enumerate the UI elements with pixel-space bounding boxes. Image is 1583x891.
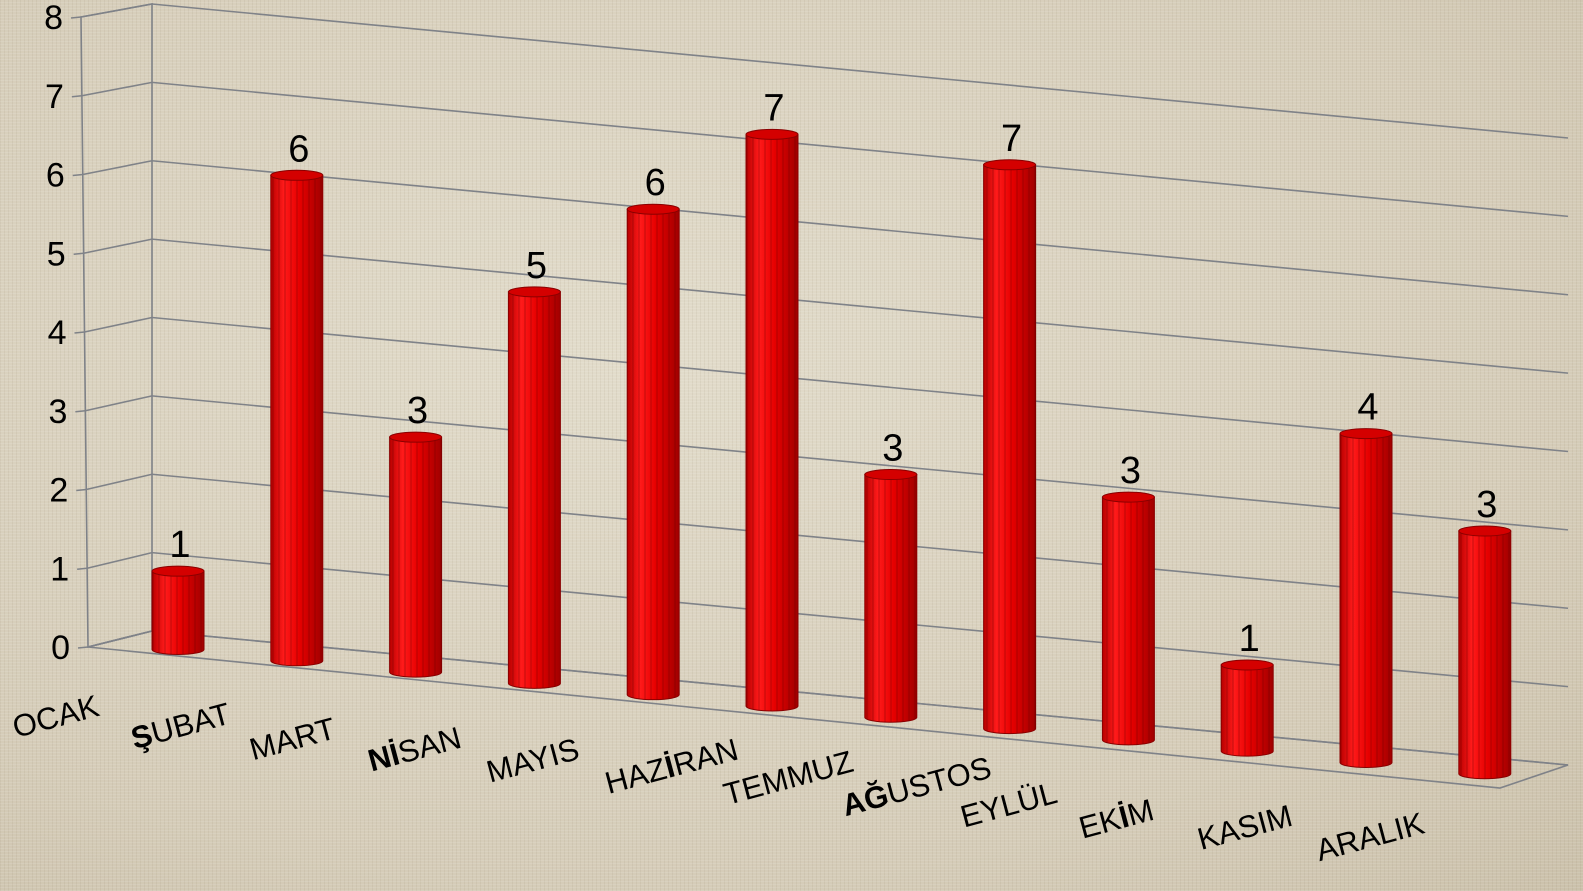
y-tick-label: 8 [44,0,63,37]
y-tick-mark [76,488,87,492]
bar-flutes [389,437,442,678]
bar-4 [626,203,680,701]
gridline [86,551,1569,688]
bar-flutes [864,474,917,723]
data-label: 3 [1120,450,1141,492]
data-label: 1 [169,524,190,566]
bar-flutes [1221,665,1274,757]
bar-7 [983,159,1037,735]
data-label: 6 [288,128,309,170]
x-tick-label: TEMMUZ [720,744,857,812]
y-tick-mark [70,16,82,19]
bars [151,128,1512,780]
bar-flutes [627,209,680,700]
bar-top [507,286,561,298]
bar-5 [745,128,799,712]
bar-flutes [1340,433,1392,768]
bar-top [389,431,443,443]
data-label: 3 [1476,484,1497,526]
bar-flutes [983,164,1036,734]
y-tick-label: 7 [45,78,64,116]
bar-top [270,169,324,181]
data-label: 1 [1239,618,1260,660]
gridline [84,316,1569,453]
bar-top [983,159,1037,171]
x-tick-label: NİSAN [364,720,465,778]
bar-flutes [152,571,204,655]
y-tick-mark [77,567,88,571]
y-tick-mark [77,646,89,649]
y-tick-label: 0 [51,629,70,667]
data-label: 5 [526,245,547,287]
y-tick-mark [74,331,85,334]
bar-flutes [508,291,561,689]
bar-flutes [270,175,323,666]
bar-3 [507,286,561,689]
y-tick-mark [71,94,82,98]
bar-9 [1220,659,1274,757]
bar-8 [1101,491,1155,746]
bar-1 [270,169,324,667]
y-tick-label: 5 [47,235,66,273]
gridline [82,159,1569,296]
data-label: 3 [407,390,428,432]
x-tick-label: EKİM [1075,792,1157,845]
gridlines [70,3,1569,766]
y-tick-mark [73,252,84,256]
x-tick-label: MART [246,711,339,767]
bar-10 [1339,428,1393,768]
bar-top [1458,525,1512,537]
data-label: 3 [882,428,903,470]
data-label: 6 [645,162,666,204]
bar-top [1101,491,1155,503]
bar-top [151,565,205,577]
y-axis: 0 1 2 3 4 5 6 7 8 [44,0,70,667]
x-tick-label: AĞUSTOS [838,750,995,823]
bar-flutes [1102,497,1155,745]
bar-11 [1458,525,1512,780]
bar-6 [864,469,918,723]
bar-0 [151,565,205,655]
bar-top [745,128,799,140]
gridline [80,3,1569,139]
data-label: 7 [1001,118,1022,160]
y-tick-label: 6 [46,157,65,195]
x-tick-label: EYLÜL [957,775,1061,834]
bar-flutes [746,134,798,711]
y-tick-label: 3 [48,393,67,431]
data-label: 4 [1357,387,1378,429]
x-tick-label: ŞUBAT [127,696,234,756]
bar-top [1220,659,1274,671]
bar-top [626,203,680,215]
bar-flutes [1458,531,1511,779]
gridline [83,238,1569,374]
y-tick-label: 1 [50,550,69,588]
gridline [86,473,1569,610]
data-labels: 1 6 3 5 6 7 3 7 3 1 4 3 [169,87,1497,660]
data-label: 7 [763,87,784,129]
x-tick-label: OCAK [9,688,103,745]
bar-2 [389,431,443,678]
y-tick-label: 2 [49,472,68,510]
y-tick-mark [72,173,83,177]
gridline [81,81,1569,218]
x-tick-label: MAYIS [483,731,583,789]
x-tick-label: ARALIK [1312,806,1428,868]
x-tick-label: HAZİRAN [601,732,742,801]
y-tick-label: 4 [48,314,67,352]
bar-top [864,469,918,481]
y-tick-mark [75,409,86,413]
gridline [85,395,1569,531]
bar-top [1339,428,1393,440]
x-tick-label: KASIM [1194,798,1296,857]
